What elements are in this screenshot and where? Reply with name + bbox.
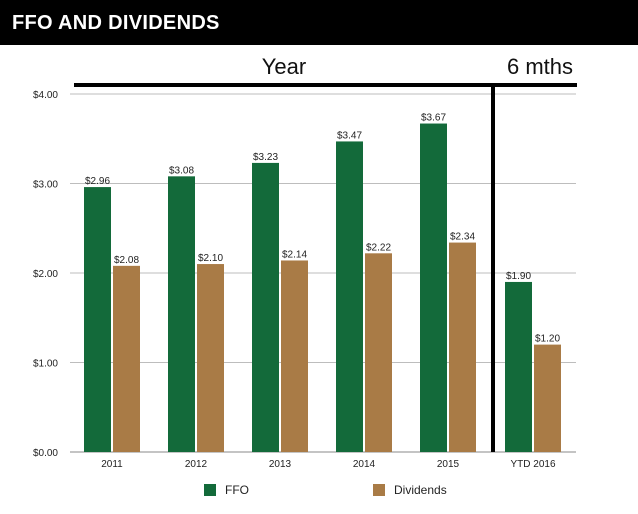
period-label-year: Year <box>262 54 306 79</box>
bar-dividends-ytd-2016 <box>534 344 561 452</box>
data-label: $2.14 <box>282 249 307 260</box>
x-axis-ticks: 2011 2012 2013 2014 2015 YTD 2016 <box>101 459 556 470</box>
gridlines <box>70 93 576 453</box>
bar-ffo-2015 <box>420 123 447 452</box>
legend-item-ffo: FFO <box>204 483 249 497</box>
bar-chart: $0.00 $1.00 $2.00 $3.00 $4.00 $2.96 $2.08 $3.0… <box>33 54 577 470</box>
y-tick-label: $2.00 <box>33 269 58 280</box>
data-label: $2.22 <box>366 242 391 253</box>
data-label: $2.34 <box>450 232 475 243</box>
y-tick-label: $4.00 <box>33 90 58 101</box>
data-label: $2.08 <box>114 255 139 266</box>
legend-label-ffo: FFO <box>225 483 249 497</box>
header-bar: FFO AND DIVIDENDS <box>0 0 638 45</box>
bar-ffo-2013 <box>252 162 279 452</box>
period-markers: Year 6 mths <box>74 54 577 452</box>
bar-dividends-2014 <box>365 253 392 452</box>
data-label: $1.90 <box>506 271 531 282</box>
y-tick-label: $1.00 <box>33 359 58 370</box>
legend-item-dividends: Dividends <box>373 483 447 497</box>
bar-ffo-2012 <box>168 176 195 452</box>
data-label: $1.20 <box>535 334 560 345</box>
x-tick-label: YTD 2016 <box>510 459 555 470</box>
x-tick-label: 2011 <box>101 459 123 470</box>
y-tick-label: $0.00 <box>33 448 58 459</box>
bars <box>84 123 561 452</box>
data-label: $3.47 <box>337 130 362 141</box>
x-tick-label: 2015 <box>437 459 460 470</box>
data-label: $3.08 <box>169 165 194 176</box>
data-label: $2.10 <box>198 253 223 264</box>
legend-swatch-dividends <box>373 484 385 496</box>
data-label: $3.23 <box>253 152 278 163</box>
chart-title: FFO AND DIVIDENDS <box>12 12 220 34</box>
x-tick-label: 2014 <box>353 459 376 470</box>
bar-ffo-2014 <box>336 141 363 452</box>
bar-dividends-2015 <box>449 242 476 452</box>
bar-dividends-2013 <box>281 260 308 452</box>
bar-ffo-2011 <box>84 187 111 452</box>
data-labels: $2.96 $2.08 $3.08 $2.10 $3.23 $2.14 $3.47 $2.22… <box>85 113 560 345</box>
bar-dividends-2011 <box>113 265 140 452</box>
legend: FFO Dividends <box>0 483 638 503</box>
data-label: $2.96 <box>85 176 110 187</box>
bar-ffo-ytd-2016 <box>505 281 532 452</box>
y-tick-label: $3.00 <box>33 180 58 191</box>
x-tick-label: 2013 <box>269 459 292 470</box>
bar-dividends-2012 <box>197 264 224 452</box>
period-label-6-mths: 6 mths <box>507 54 573 79</box>
legend-label-dividends: Dividends <box>394 483 447 497</box>
legend-swatch-ffo <box>204 484 216 496</box>
data-label: $3.67 <box>421 113 446 124</box>
y-axis-ticks: $0.00 $1.00 $2.00 $3.00 $4.00 <box>33 90 58 459</box>
x-tick-label: 2012 <box>185 459 208 470</box>
